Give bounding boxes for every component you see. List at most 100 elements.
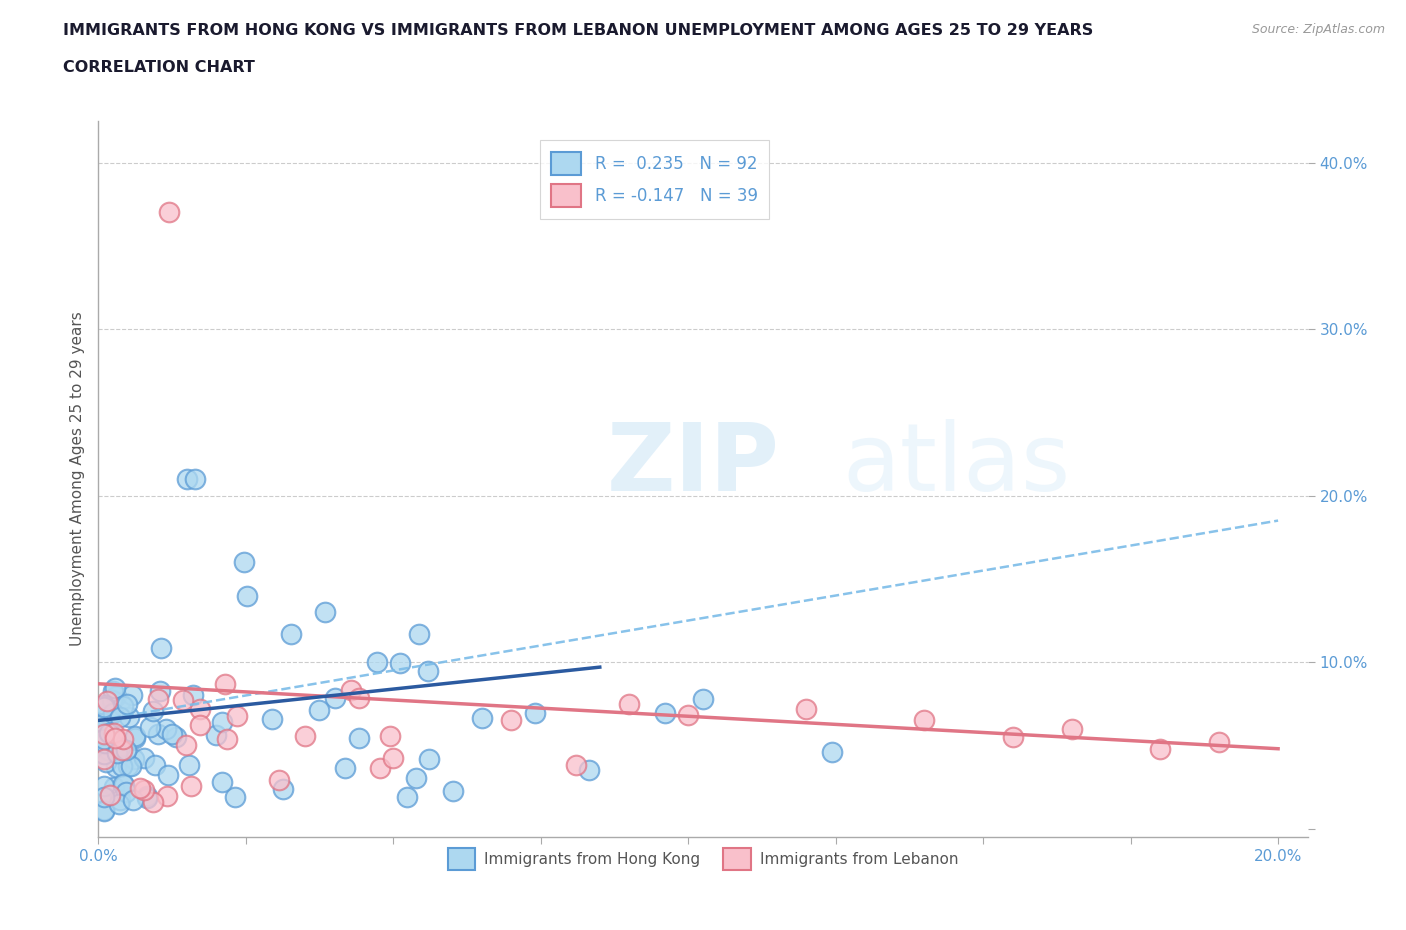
Point xyxy=(103,725,125,740)
Point xyxy=(96,694,118,709)
Point xyxy=(93,751,115,766)
Point xyxy=(368,761,391,776)
Point xyxy=(181,687,204,702)
Point xyxy=(93,733,115,748)
Point xyxy=(108,796,131,811)
Point xyxy=(111,776,134,790)
Point xyxy=(155,722,177,737)
Point xyxy=(94,754,117,769)
Point xyxy=(471,711,494,726)
Point xyxy=(96,720,118,735)
Point xyxy=(93,699,115,714)
Point xyxy=(190,717,212,732)
Point xyxy=(111,743,134,758)
Point xyxy=(149,641,172,656)
Point xyxy=(271,782,294,797)
Point xyxy=(165,730,187,745)
Point xyxy=(501,713,523,728)
Point xyxy=(236,588,259,603)
Point xyxy=(349,731,371,746)
Point xyxy=(441,783,464,798)
Point xyxy=(524,705,547,720)
Text: ZIP: ZIP xyxy=(606,418,779,511)
Point xyxy=(821,744,844,759)
Point xyxy=(111,758,134,773)
Point xyxy=(143,757,166,772)
Point xyxy=(93,790,115,804)
Point xyxy=(117,759,139,774)
Point xyxy=(108,695,131,710)
Text: IMMIGRANTS FROM HONG KONG VS IMMIGRANTS FROM LEBANON UNEMPLOYMENT AMONG AGES 25 : IMMIGRANTS FROM HONG KONG VS IMMIGRANTS … xyxy=(63,23,1094,38)
Point xyxy=(233,555,256,570)
Point xyxy=(103,706,125,721)
Point xyxy=(93,804,115,818)
Point xyxy=(101,684,124,698)
Point xyxy=(188,701,211,716)
Point xyxy=(172,692,194,707)
Point xyxy=(157,205,180,219)
Text: CORRELATION CHART: CORRELATION CHART xyxy=(63,60,254,75)
Point xyxy=(308,702,330,717)
Point xyxy=(93,778,115,793)
Point xyxy=(349,691,371,706)
Point xyxy=(156,767,179,782)
Point xyxy=(1001,730,1024,745)
Point xyxy=(564,758,586,773)
Point xyxy=(146,727,169,742)
Point xyxy=(104,730,127,745)
Point xyxy=(395,790,418,804)
Point xyxy=(110,710,132,724)
Point xyxy=(205,727,228,742)
Point xyxy=(269,773,291,788)
Point xyxy=(104,681,127,696)
Point xyxy=(578,763,600,777)
Point xyxy=(98,787,121,802)
Point xyxy=(93,737,115,751)
Point xyxy=(149,684,172,698)
Point xyxy=(93,747,115,762)
Point xyxy=(1149,741,1171,756)
Point xyxy=(93,715,115,730)
Point xyxy=(124,731,146,746)
Point xyxy=(104,759,127,774)
Point xyxy=(129,781,152,796)
Point xyxy=(93,731,115,746)
Text: Source: ZipAtlas.com: Source: ZipAtlas.com xyxy=(1251,23,1385,36)
Point xyxy=(325,690,347,705)
Point xyxy=(108,792,131,807)
Point xyxy=(333,760,356,775)
Point xyxy=(94,736,117,751)
Point xyxy=(418,751,440,766)
Point xyxy=(1060,722,1083,737)
Point xyxy=(366,655,388,670)
Point xyxy=(408,627,430,642)
Point xyxy=(294,729,316,744)
Point xyxy=(135,790,157,805)
Point xyxy=(93,698,115,712)
Point xyxy=(122,752,145,767)
Point xyxy=(184,472,207,486)
Point xyxy=(176,472,198,486)
Point xyxy=(104,688,127,703)
Point xyxy=(97,726,120,741)
Point xyxy=(105,746,128,761)
Point xyxy=(139,719,162,734)
Text: atlas: atlas xyxy=(842,418,1070,511)
Point xyxy=(340,683,363,698)
Point xyxy=(121,687,143,702)
Point xyxy=(678,708,700,723)
Point xyxy=(142,703,165,718)
Point xyxy=(115,785,138,800)
Point xyxy=(177,757,200,772)
Point xyxy=(122,792,145,807)
Point xyxy=(93,726,115,741)
Point xyxy=(912,713,935,728)
Point xyxy=(389,655,412,670)
Point xyxy=(97,742,120,757)
Point xyxy=(103,779,125,794)
Point xyxy=(97,708,120,723)
Point xyxy=(142,794,165,809)
Point xyxy=(794,701,817,716)
Point xyxy=(112,777,135,792)
Point xyxy=(120,759,142,774)
